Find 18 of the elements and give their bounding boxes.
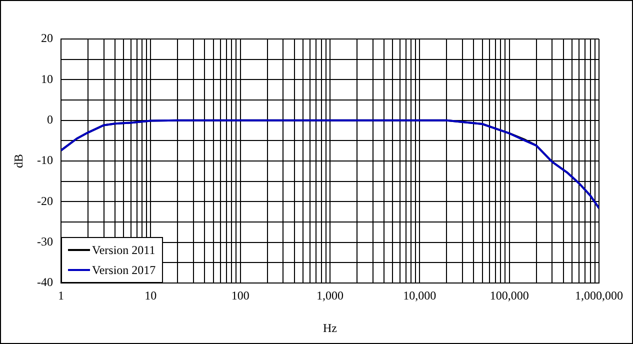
x-tick-label: 1 — [58, 288, 64, 302]
x-axis-title: Hz — [323, 320, 337, 335]
x-tick-label: 100,000 — [490, 288, 529, 302]
x-tick-label: 1,000,000 — [575, 288, 623, 302]
y-tick-label: 10 — [41, 72, 53, 86]
x-tick-label: 10,000 — [403, 288, 436, 302]
x-tick-label: 10 — [144, 288, 157, 302]
y-tick-label: -10 — [37, 153, 53, 168]
y-tick-label: 20 — [41, 31, 53, 46]
y-tick-label: 0 — [47, 112, 53, 126]
x-tick-label: 100 — [231, 288, 250, 302]
x-tick-label: 1,000 — [316, 288, 344, 302]
y-tick-label: -40 — [37, 275, 53, 290]
y-tick-label: -20 — [37, 194, 53, 208]
y-axis-title: dB — [11, 154, 26, 168]
y-tick-label: -30 — [37, 234, 53, 248]
legend-label: Version 2011 — [91, 242, 156, 258]
legend-label: Version 2017 — [91, 262, 156, 278]
